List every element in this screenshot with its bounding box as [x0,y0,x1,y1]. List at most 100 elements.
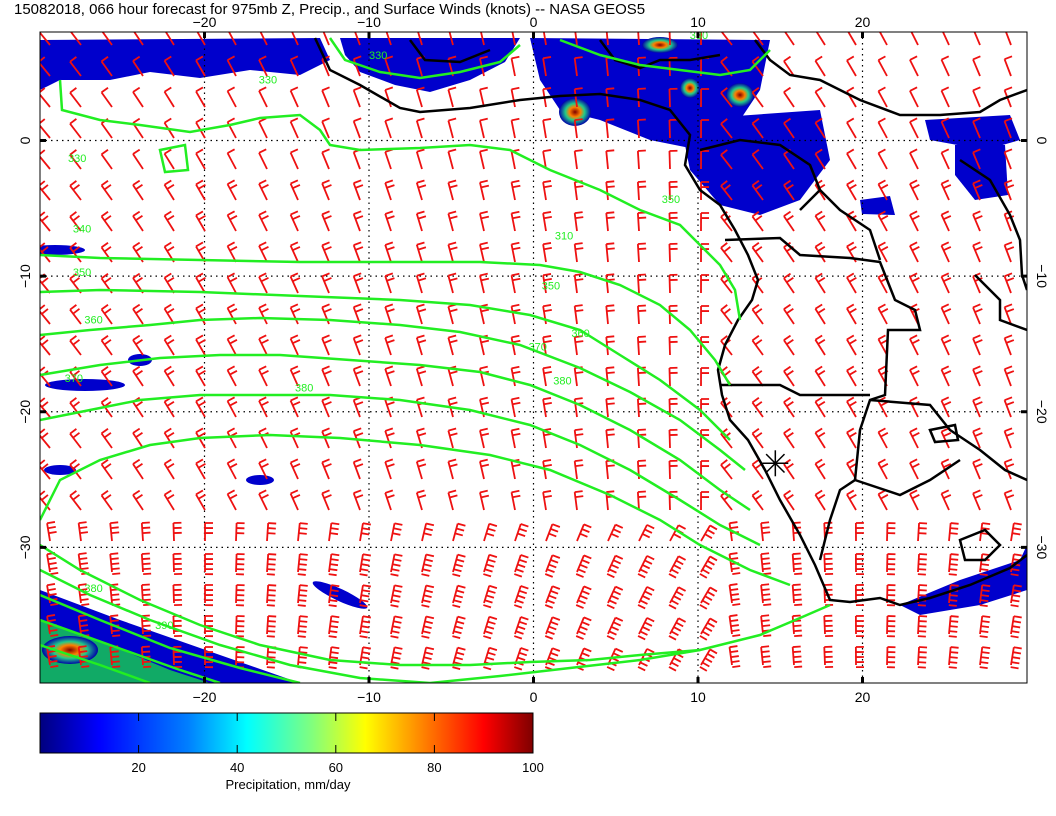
wind-barb [783,55,795,77]
wind-barb [479,427,490,449]
wind-barb [668,555,687,579]
lat-tick-label-left: −30 [17,535,33,559]
wind-barb [606,585,624,610]
wind-barb [544,616,561,640]
wind-barb [728,521,739,542]
wind-barb [751,56,764,77]
wind-barb [69,211,82,232]
wind-barb [637,32,640,46]
wind-barb [972,365,983,387]
wind-barb [636,490,647,511]
wind-barb [132,148,144,170]
wind-barb [877,148,888,170]
wind-barb [46,521,57,542]
lon-tick-label-top: −10 [357,14,381,30]
wind-barb [542,397,552,418]
wind-barb [668,87,678,108]
wind-barb [510,303,521,325]
wind-barb [328,553,340,577]
wind-barb [544,554,561,578]
wind-barb [204,584,214,607]
wind-barb [514,585,529,609]
wind-barb [289,179,301,201]
wind-barb [760,645,772,669]
wind-barb [877,241,889,263]
wind-barb [510,210,521,232]
wind-barb [132,210,144,232]
wind-barb [100,303,113,325]
wind-barb [322,32,330,46]
contour-label: 310 [555,231,573,243]
colorbar-tick-label: 40 [230,760,244,775]
lon-tick-label-bottom: 0 [530,689,538,705]
wind-barb [163,86,175,108]
wind-barb [668,149,678,170]
wind-barb [384,458,395,480]
wind-barb [384,334,395,356]
wind-barb [384,117,394,139]
wind-barb [328,584,340,608]
wind-barb [814,86,826,108]
wind-barb [384,86,394,108]
wind-barb [321,241,332,263]
wind-barb [668,273,678,294]
wind-barb [940,86,950,108]
wind-barb [699,586,718,610]
wind-barb [510,489,521,511]
wind-barb [814,241,826,263]
wind-barb [542,242,552,263]
wind-barb [1005,32,1012,46]
wind-barb [751,149,764,170]
wind-barb [637,586,655,610]
wind-barb [948,553,959,576]
wind-barb [510,427,521,449]
wind-barb [542,56,552,77]
wind-barb [384,427,395,449]
wind-barb [940,210,952,232]
wind-barb [878,32,888,46]
lon-tick-label-bottom: −10 [357,689,381,705]
colorbar-label: Precipitation, mm/day [226,777,351,792]
wind-barb [421,584,435,608]
wind-barb [909,489,920,511]
wind-barb [452,646,466,671]
wind-barb [447,458,458,480]
wind-barbs [40,32,1022,672]
wind-barb [163,427,175,449]
wind-barb [814,55,826,77]
wind-barb [636,335,647,356]
wind-barb [195,365,206,387]
wind-barb [783,489,795,511]
wind-barb [226,272,238,294]
wind-barb [814,396,826,418]
wind-barb [510,179,521,201]
wind-barb [352,334,364,356]
wind-barb [321,303,332,325]
wind-barb [140,521,151,542]
wind-barb [195,210,206,232]
wind-barb [544,585,561,609]
wind-barb [132,427,144,449]
wind-barb [132,458,144,480]
wind-barb [1003,396,1015,418]
wind-barb [133,32,144,46]
wind-barb [100,365,113,387]
contour-label: 360 [84,315,102,327]
wind-barb [226,365,238,387]
wind-barb [886,553,896,576]
wind-barb [226,55,237,77]
wind-barb [100,179,113,201]
wind-barb [69,180,82,201]
wind-barb [636,180,647,201]
wind-barb [573,149,583,170]
wind-barb [700,305,710,325]
wind-barb [46,552,59,576]
wind-barb [447,272,458,294]
wind-barb [1003,427,1015,449]
wind-barb [972,334,983,356]
wind-barb [846,179,857,201]
wind-barb [163,55,175,77]
wind-barb [972,117,981,139]
wind-barb [415,458,427,480]
wind-barb [942,32,950,46]
